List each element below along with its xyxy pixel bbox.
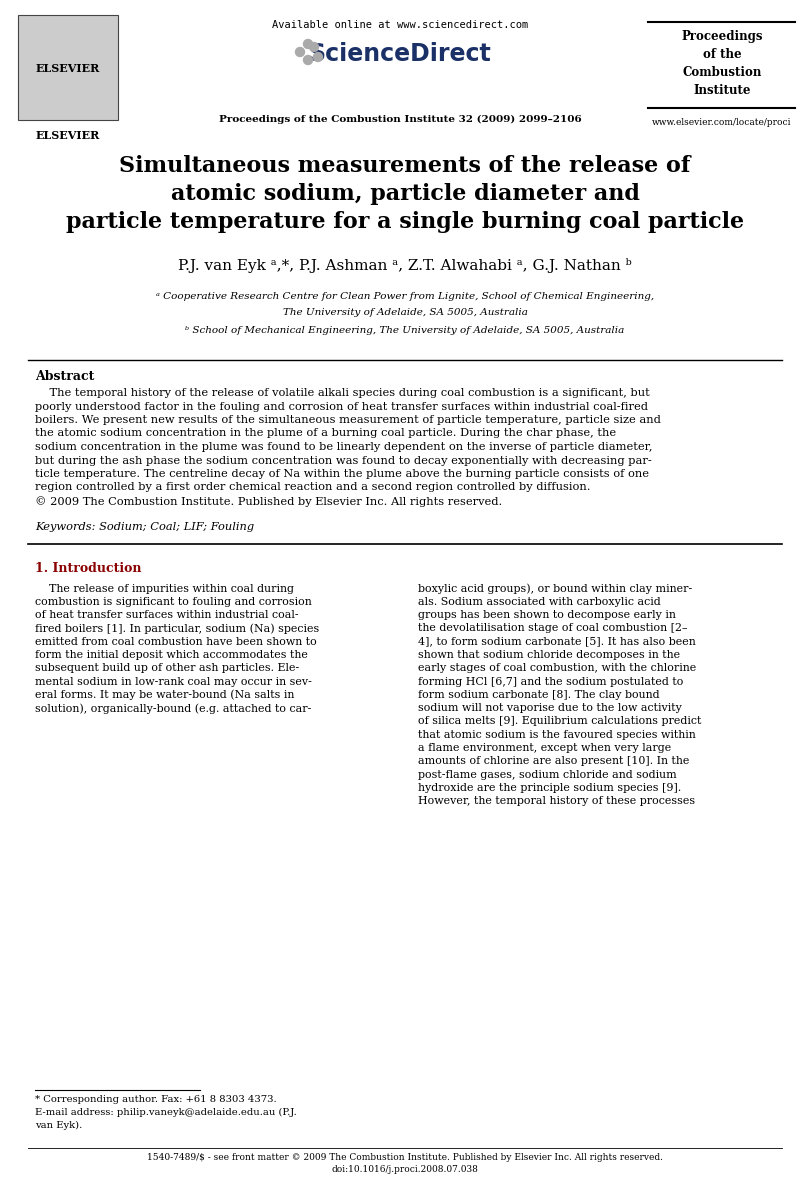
Text: * Corresponding author. Fax: +61 8 8303 4373.: * Corresponding author. Fax: +61 8 8303 … <box>35 1094 277 1104</box>
Text: 1540-7489/$ - see front matter © 2009 The Combustion Institute. Published by Els: 1540-7489/$ - see front matter © 2009 Th… <box>147 1153 663 1162</box>
Text: Proceedings: Proceedings <box>681 30 763 43</box>
Text: Institute: Institute <box>693 84 751 97</box>
Text: shown that sodium chloride decomposes in the: shown that sodium chloride decomposes in… <box>418 650 680 660</box>
Text: mental sodium in low-rank coal may occur in sev-: mental sodium in low-rank coal may occur… <box>35 677 312 686</box>
Text: the devolatilisation stage of coal combustion [2–: the devolatilisation stage of coal combu… <box>418 624 688 634</box>
Text: combustion is significant to fouling and corrosion: combustion is significant to fouling and… <box>35 596 312 607</box>
Text: P.J. van Eyk ᵃ,*, P.J. Ashman ᵃ, Z.T. Alwahabi ᵃ, G.J. Nathan ᵇ: P.J. van Eyk ᵃ,*, P.J. Ashman ᵃ, Z.T. Al… <box>178 258 632 272</box>
Circle shape <box>304 55 313 65</box>
Circle shape <box>296 48 305 56</box>
Circle shape <box>309 42 318 52</box>
Text: sodium concentration in the plume was found to be linearly dependent on the inve: sodium concentration in the plume was fo… <box>35 442 653 452</box>
Text: ᵇ School of Mechanical Engineering, The University of Adelaide, SA 5005, Austral: ᵇ School of Mechanical Engineering, The … <box>185 326 625 335</box>
Text: early stages of coal combustion, with the chlorine: early stages of coal combustion, with th… <box>418 664 697 673</box>
Text: eral forms. It may be water-bound (Na salts in: eral forms. It may be water-bound (Na sa… <box>35 690 294 701</box>
Text: that atomic sodium is the favoured species within: that atomic sodium is the favoured speci… <box>418 730 696 739</box>
Text: The release of impurities within coal during: The release of impurities within coal du… <box>35 583 294 594</box>
Text: 4], to form sodium carbonate [5]. It has also been: 4], to form sodium carbonate [5]. It has… <box>418 637 696 647</box>
Text: Proceedings of the Combustion Institute 32 (2009) 2099–2106: Proceedings of the Combustion Institute … <box>219 115 582 124</box>
Text: the atomic sodium concentration in the plume of a burning coal particle. During : the atomic sodium concentration in the p… <box>35 428 616 438</box>
Text: ELSEVIER: ELSEVIER <box>36 62 100 73</box>
Text: of heat transfer surfaces within industrial coal-: of heat transfer surfaces within industr… <box>35 610 299 620</box>
Text: region controlled by a first order chemical reaction and a second region control: region controlled by a first order chemi… <box>35 482 590 492</box>
Text: hydroxide are the principle sodium species [9].: hydroxide are the principle sodium speci… <box>418 782 681 793</box>
Text: van Eyk).: van Eyk). <box>35 1121 83 1130</box>
Circle shape <box>304 40 313 48</box>
Text: atomic sodium, particle diameter and: atomic sodium, particle diameter and <box>171 182 639 205</box>
Text: doi:10.1016/j.proci.2008.07.038: doi:10.1016/j.proci.2008.07.038 <box>331 1165 479 1174</box>
Text: poorly understood factor in the fouling and corrosion of heat transfer surfaces : poorly understood factor in the fouling … <box>35 402 648 412</box>
Text: The University of Adelaide, SA 5005, Australia: The University of Adelaide, SA 5005, Aus… <box>283 308 527 317</box>
Text: Combustion: Combustion <box>682 66 761 79</box>
Text: www.elsevier.com/locate/proci: www.elsevier.com/locate/proci <box>652 118 791 127</box>
Text: forming HCl [6,7] and the sodium postulated to: forming HCl [6,7] and the sodium postula… <box>418 677 684 686</box>
Text: Simultaneous measurements of the release of: Simultaneous measurements of the release… <box>119 155 691 176</box>
Text: ScienceDirect: ScienceDirect <box>309 42 492 66</box>
Text: boxylic acid groups), or bound within clay miner-: boxylic acid groups), or bound within cl… <box>418 583 693 594</box>
Text: als. Sodium associated with carboxylic acid: als. Sodium associated with carboxylic a… <box>418 596 661 607</box>
Text: solution), organically-bound (e.g. attached to car-: solution), organically-bound (e.g. attac… <box>35 703 311 714</box>
Bar <box>18 14 118 120</box>
Text: ᵃ Cooperative Research Centre for Clean Power from Lignite, School of Chemical E: ᵃ Cooperative Research Centre for Clean … <box>156 292 654 301</box>
Text: amounts of chlorine are also present [10]. In the: amounts of chlorine are also present [10… <box>418 756 689 767</box>
Text: Keywords: Sodium; Coal; LIF; Fouling: Keywords: Sodium; Coal; LIF; Fouling <box>35 522 254 532</box>
Text: Available online at www.sciencedirect.com: Available online at www.sciencedirect.co… <box>272 20 528 30</box>
Circle shape <box>313 53 322 61</box>
Text: form sodium carbonate [8]. The clay bound: form sodium carbonate [8]. The clay boun… <box>418 690 659 700</box>
Text: E-mail address: philip.vaneyk@adelaide.edu.au (P.J.: E-mail address: philip.vaneyk@adelaide.e… <box>35 1108 296 1117</box>
Text: fired boilers [1]. In particular, sodium (Na) species: fired boilers [1]. In particular, sodium… <box>35 624 319 634</box>
Text: © 2009 The Combustion Institute. Published by Elsevier Inc. All rights reserved.: © 2009 The Combustion Institute. Publish… <box>35 496 502 506</box>
Text: a flame environment, except when very large: a flame environment, except when very la… <box>418 743 671 754</box>
Text: but during the ash phase the sodium concentration was found to decay exponential: but during the ash phase the sodium conc… <box>35 456 652 466</box>
Text: 1. Introduction: 1. Introduction <box>35 562 142 575</box>
Text: particle temperature for a single burning coal particle: particle temperature for a single burnin… <box>66 211 744 233</box>
Text: Abstract: Abstract <box>35 370 95 383</box>
Text: The temporal history of the release of volatile alkali species during coal combu: The temporal history of the release of v… <box>35 388 650 398</box>
Text: of the: of the <box>703 48 741 61</box>
Text: emitted from coal combustion have been shown to: emitted from coal combustion have been s… <box>35 637 317 647</box>
Text: groups has been shown to decompose early in: groups has been shown to decompose early… <box>418 610 676 620</box>
Text: However, the temporal history of these processes: However, the temporal history of these p… <box>418 797 695 806</box>
Text: form the initial deposit which accommodates the: form the initial deposit which accommoda… <box>35 650 308 660</box>
Text: sodium will not vaporise due to the low activity: sodium will not vaporise due to the low … <box>418 703 682 713</box>
Text: post-flame gases, sodium chloride and sodium: post-flame gases, sodium chloride and so… <box>418 769 676 780</box>
Text: ELSEVIER: ELSEVIER <box>36 130 100 140</box>
Text: of silica melts [9]. Equilibrium calculations predict: of silica melts [9]. Equilibrium calcula… <box>418 716 701 726</box>
Text: boilers. We present new results of the simultaneous measurement of particle temp: boilers. We present new results of the s… <box>35 415 661 425</box>
Text: ticle temperature. The centreline decay of Na within the plume above the burning: ticle temperature. The centreline decay … <box>35 469 649 479</box>
Text: subsequent build up of other ash particles. Ele-: subsequent build up of other ash particl… <box>35 664 299 673</box>
